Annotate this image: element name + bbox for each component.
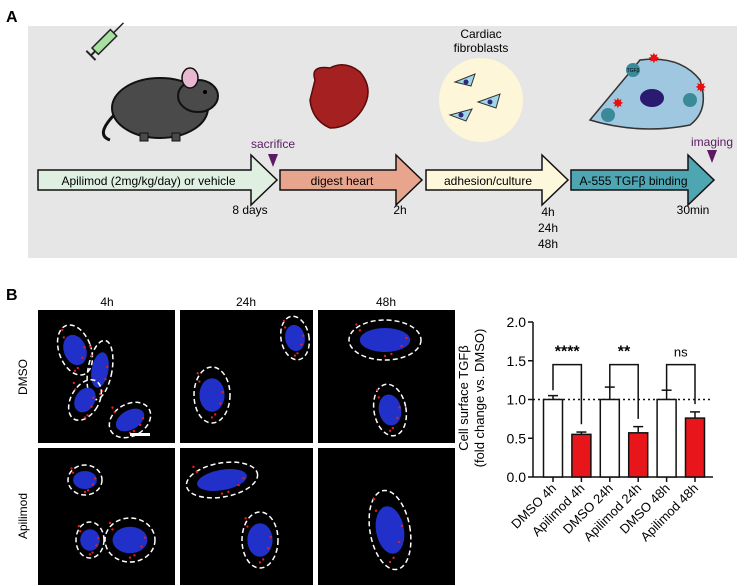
significance-label: **** [555, 344, 581, 361]
bar [599, 398, 621, 478]
fibroblast-dish-icon [439, 58, 523, 142]
step-duration: 4h [541, 205, 554, 219]
panel-a-background [28, 26, 737, 258]
bar [656, 398, 677, 478]
panel-b-label: B [6, 287, 18, 304]
svg-text:✸: ✸ [648, 50, 660, 66]
imaging-marker-icon [707, 150, 717, 163]
step-arrow [279, 153, 424, 207]
syringe-icon [85, 22, 124, 61]
step-duration: 8 days [232, 203, 267, 217]
step-duration: 24h [538, 221, 558, 235]
column-label: 48h [376, 295, 396, 309]
sacrifice-label: sacrifice [251, 137, 295, 151]
row-label: DMSO [16, 359, 30, 395]
cell-caption-line1: Cardiac [460, 27, 501, 41]
svg-text:✸: ✸ [695, 79, 707, 95]
cell-caption-line2: fibroblasts [454, 41, 509, 55]
scale-bar [130, 433, 150, 436]
receptor-label: TGFβ [627, 68, 640, 74]
micrograph-apilimod-4h [38, 448, 175, 585]
step-duration: 2h [393, 203, 406, 217]
step-arrow [570, 153, 716, 207]
step-duration: 48h [538, 237, 558, 251]
y-tick-label: 1.0 [507, 392, 527, 408]
column-label: 4h [100, 295, 113, 309]
micrograph-dmso-24h [180, 310, 313, 443]
cell-receptor-icon: TGFβ ✸ ✸ ✸ [588, 50, 707, 130]
step-arrow [37, 153, 279, 207]
micrograph-dmso-4h [38, 310, 175, 443]
step-label: adhesion/culture [444, 174, 532, 188]
micrograph-apilimod-48h [241, 448, 455, 585]
bar [571, 433, 592, 478]
step-duration: 30min [677, 203, 710, 217]
row-label: Apilimod [16, 493, 30, 539]
step-arrow [425, 153, 570, 207]
step-label: digest heart [311, 174, 374, 188]
sacrifice-marker-icon [268, 154, 278, 167]
bar [627, 432, 649, 478]
significance-label: ns [674, 345, 688, 360]
y-tick-label: 1.5 [507, 353, 527, 369]
step-label: A-555 TGFβ binding [579, 174, 687, 188]
y-axis-label-line2: (fold change vs. DMSO) [472, 329, 487, 468]
column-label: 24h [236, 295, 256, 309]
significance-bracket [552, 363, 583, 425]
significance-bracket [609, 363, 639, 419]
y-axis-label-line1: Cell surface TGFβ [456, 345, 471, 451]
y-tick-label: 0.5 [507, 430, 527, 446]
step-label: Apilimod (2mg/kg/day) or vehicle [61, 174, 235, 188]
bar [542, 398, 564, 478]
svg-text:✸: ✸ [612, 95, 624, 111]
heart-icon [309, 64, 369, 129]
imaging-label: imaging [691, 135, 733, 149]
mouse-icon [102, 67, 219, 142]
significance-label: ** [618, 344, 631, 361]
micrograph-dmso-48h [318, 310, 455, 443]
y-tick-label: 2.0 [507, 314, 527, 330]
micrograph-apilimod-24h [180, 448, 313, 585]
y-tick-label: 0.0 [507, 469, 527, 485]
significance-bracket [665, 363, 696, 405]
bar [684, 417, 706, 478]
panel-a-label: A [6, 9, 18, 26]
